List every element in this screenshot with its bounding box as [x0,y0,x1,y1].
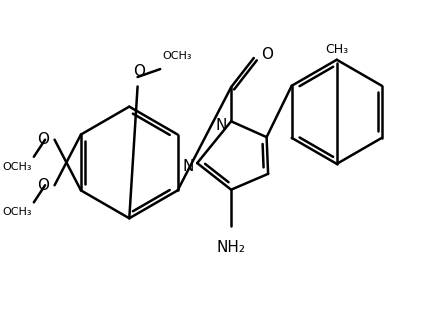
Text: O: O [37,132,49,147]
Text: O: O [37,178,49,193]
Text: OCH₃: OCH₃ [3,161,32,171]
Text: CH₃: CH₃ [325,43,348,56]
Text: NH₂: NH₂ [217,240,246,255]
Text: O: O [133,64,146,79]
Text: N: N [182,159,194,174]
Text: OCH₃: OCH₃ [3,207,32,217]
Text: O: O [261,47,274,62]
Text: N: N [216,118,227,133]
Text: OCH₃: OCH₃ [162,51,191,61]
